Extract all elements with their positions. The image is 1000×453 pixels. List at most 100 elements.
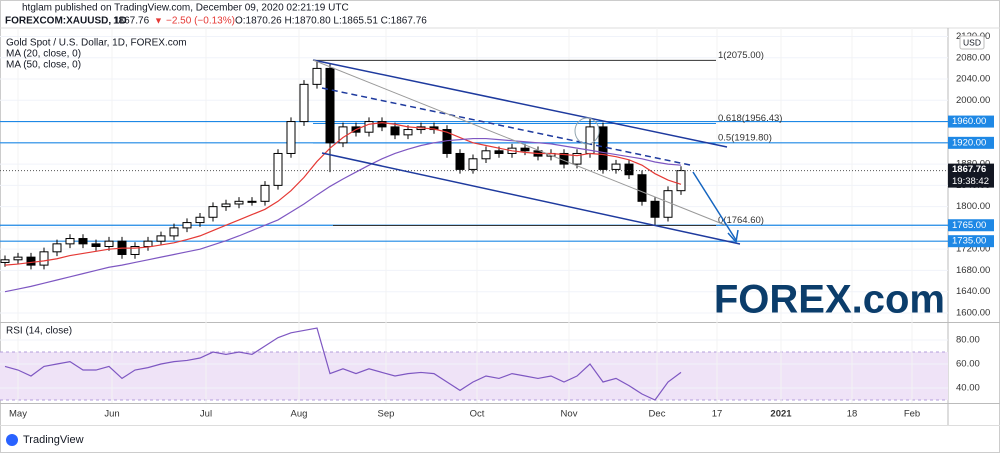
rsi-band — [0, 352, 948, 400]
legend-title: Gold Spot / U.S. Dollar, 1D, FOREX.com — [6, 38, 187, 49]
fib-label: 0(1764.60) — [718, 215, 764, 226]
y-tick-label: 40.00 — [956, 383, 980, 394]
symbol: FOREXCOM:XAUUSD, 1D — [5, 16, 127, 27]
rsi-line — [4, 327, 682, 401]
fib-label: 0.618(1956.43) — [718, 113, 782, 124]
level-label: 1735.00 — [952, 236, 986, 247]
y-tick-label: 1720.00 — [956, 244, 990, 255]
fib-trend — [312, 59, 726, 226]
x-tick-label: Feb — [904, 409, 920, 420]
candle-body — [143, 240, 153, 248]
candle-body — [377, 121, 387, 128]
candle-body — [221, 203, 231, 208]
candle-body — [598, 126, 608, 170]
candle-body — [312, 67, 322, 85]
change: −2.50 (−0.13%) — [166, 16, 235, 27]
x-tick-label: 17 — [712, 409, 723, 420]
candle-body — [156, 235, 166, 242]
candle-body — [78, 238, 88, 245]
candle-body — [169, 227, 179, 237]
candle-body — [52, 243, 62, 253]
candle-body — [299, 83, 309, 123]
candle-body — [26, 256, 36, 266]
candle-body — [286, 121, 296, 154]
candle-body — [247, 200, 257, 203]
x-tick-label: Aug — [291, 409, 308, 420]
last-price-label: 1867.76 — [952, 164, 986, 175]
candle-body — [195, 216, 205, 224]
last-price-tag — [948, 163, 994, 188]
candle-body — [91, 243, 101, 248]
candle-body — [403, 129, 413, 136]
currency-box — [959, 35, 985, 50]
level-label: 1765.00 — [952, 220, 986, 231]
level-label: 1920.00 — [952, 137, 986, 148]
channel-bottom — [321, 152, 741, 245]
change-arrow: ▼ — [154, 15, 163, 25]
y-tick-label: 2040.00 — [956, 74, 990, 85]
candle-body — [0, 259, 10, 263]
candle-body — [325, 67, 335, 144]
y-tick-label: 2000.00 — [956, 95, 990, 106]
tv-icon — [6, 434, 18, 446]
legend-rsi: RSI (14, close) — [6, 326, 72, 337]
level-tag — [948, 235, 994, 248]
x-tick-label: Dec — [649, 409, 666, 420]
candle-body — [65, 238, 75, 245]
candle-body — [13, 256, 23, 261]
candle-body — [624, 163, 634, 176]
level-tag — [948, 136, 994, 149]
countdown: 19:38:42 — [952, 176, 989, 187]
x-tick-label: Jun — [104, 409, 119, 420]
candle-body — [663, 190, 673, 218]
candle-body — [234, 200, 244, 205]
header: htglam published on TradingView.com, Dec… — [22, 3, 349, 14]
candle-body — [182, 222, 192, 229]
ma-line — [4, 122, 682, 266]
candle-body — [481, 150, 491, 160]
logo: FOREX.com — [714, 278, 945, 322]
x-tick-label: Sep — [378, 409, 395, 420]
fib-label: 1(2075.00) — [718, 50, 764, 61]
candle-body — [676, 170, 686, 192]
candle-body — [273, 152, 283, 186]
y-tick-label: 60.00 — [956, 359, 980, 370]
fib-label: 0.5(1919.80) — [718, 132, 772, 143]
candle-body — [494, 150, 504, 154]
drawings — [312, 59, 741, 245]
arrow-head — [727, 229, 739, 244]
x-tick-label: Nov — [561, 409, 578, 420]
y-tick-label: 1680.00 — [956, 265, 990, 276]
candle-body — [104, 240, 114, 248]
x-tick-label: 2021 — [770, 409, 792, 420]
y-tick-label: 1640.00 — [956, 286, 990, 297]
y-tick-label: 1600.00 — [956, 307, 990, 318]
candle-body — [260, 184, 270, 202]
marks: 1600.00 1640.00 1680.00 1720.00 17 60.00 1800.… — [0, 28, 994, 420]
ma-line — [4, 137, 682, 293]
level-tag — [948, 115, 994, 128]
candle-body — [455, 152, 465, 170]
candle-body — [637, 174, 647, 202]
candle-body — [39, 251, 49, 266]
candle-body — [468, 158, 478, 170]
footer: TradingView — [23, 434, 84, 446]
level-label: 1960.00 — [952, 116, 986, 127]
currency: USD — [963, 37, 981, 47]
candle-body — [364, 121, 374, 133]
candle-body — [650, 200, 660, 218]
ohlc: O:1870.26 H:1870.80 L:1865.51 C:1867.76 — [235, 16, 427, 27]
candle-body — [520, 147, 530, 152]
ellipse — [574, 117, 600, 145]
candle-body — [130, 246, 140, 255]
candle-body — [208, 206, 218, 218]
candle-body — [390, 126, 400, 136]
y-tick-label: 2080.00 — [956, 52, 990, 63]
x-tick-label: May — [9, 409, 27, 420]
arrow — [692, 171, 737, 241]
channel-top — [312, 59, 728, 148]
level-tag — [948, 219, 994, 232]
dashed-trend — [321, 87, 691, 166]
y-tick-label: 80.00 — [956, 335, 980, 346]
